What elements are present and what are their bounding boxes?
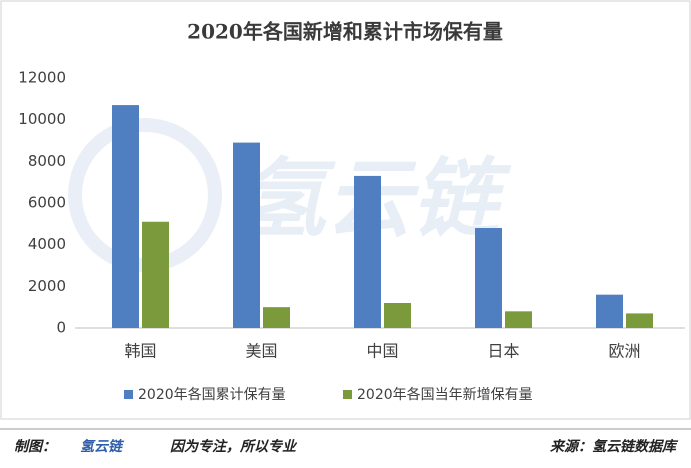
bar xyxy=(384,303,411,328)
footer-maker-label: 制图： xyxy=(14,439,56,455)
footer-logo: 氢云链 xyxy=(80,438,125,455)
bar xyxy=(263,307,290,328)
x-tick-label: 中国 xyxy=(366,342,398,361)
y-tick-label: 10000 xyxy=(18,110,66,128)
bar xyxy=(505,311,532,328)
bar xyxy=(233,142,260,328)
legend-swatch xyxy=(124,390,133,399)
x-tick-label: 日本 xyxy=(487,342,519,361)
bar xyxy=(626,313,653,328)
x-tick-label: 韩国 xyxy=(124,342,156,361)
legend-swatch xyxy=(343,390,352,399)
footer-source: 来源：氢云链数据库 xyxy=(550,438,679,455)
y-tick-label: 12000 xyxy=(18,69,66,87)
x-tick-label: 美国 xyxy=(245,342,277,361)
y-tick-label: 6000 xyxy=(28,194,66,212)
chart-title: 2020年各国新增和累计市场保有量 xyxy=(187,20,503,44)
bar xyxy=(596,294,623,328)
y-tick-label: 8000 xyxy=(28,152,66,170)
y-tick-label: 2000 xyxy=(28,277,66,295)
legend-label: 2020年各国累计保有量 xyxy=(138,387,286,403)
y-tick-label: 0 xyxy=(56,319,66,337)
bar xyxy=(112,105,139,328)
y-tick-label: 4000 xyxy=(28,235,66,253)
bar xyxy=(142,221,169,328)
bar xyxy=(475,228,502,328)
bar xyxy=(354,175,381,328)
x-tick-label: 欧洲 xyxy=(608,342,640,361)
footer-slogan: 因为专注，所以专业 xyxy=(170,438,298,455)
legend-label: 2020年各国当年新增保有量 xyxy=(357,387,533,403)
